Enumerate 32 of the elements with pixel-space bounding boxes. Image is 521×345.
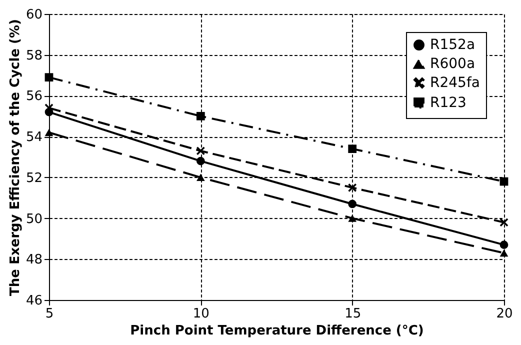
x-axis-title: Pinch Point Temperature Difference (°C) bbox=[130, 324, 424, 338]
y-tick-label: 52 bbox=[26, 170, 42, 186]
x-tick-label: 5 bbox=[45, 306, 54, 322]
legend-label: R152a bbox=[430, 37, 476, 53]
y-tick-label: 60 bbox=[26, 8, 42, 22]
point bbox=[196, 112, 205, 120]
legend-label: R600a bbox=[430, 56, 476, 72]
point bbox=[196, 174, 205, 182]
point bbox=[348, 183, 357, 192]
point bbox=[196, 156, 205, 166]
point bbox=[348, 214, 357, 222]
point bbox=[44, 128, 54, 136]
y-tick-label: 56 bbox=[26, 89, 42, 104]
x-tick-label: 20 bbox=[496, 306, 513, 322]
point bbox=[44, 73, 54, 82]
point bbox=[348, 200, 357, 208]
x-tick-label: 10 bbox=[192, 306, 210, 322]
y-tick-label: 54 bbox=[26, 130, 42, 146]
point bbox=[196, 146, 205, 156]
y-tick-label: 48 bbox=[26, 252, 42, 268]
point bbox=[500, 177, 508, 186]
point bbox=[348, 144, 357, 154]
y-tick-label: 50 bbox=[26, 212, 42, 227]
y-axis-title: The Exergy Efficiency of the Cycle (%) bbox=[8, 19, 23, 296]
x-tick-label: 15 bbox=[344, 306, 362, 322]
y-tick-label: 46 bbox=[26, 294, 42, 308]
legend-label: R245fa bbox=[430, 75, 480, 91]
point bbox=[500, 240, 508, 250]
y-tick-label: 58 bbox=[26, 48, 42, 64]
point bbox=[500, 249, 508, 257]
point bbox=[500, 218, 508, 227]
legend-label: R123 bbox=[430, 95, 466, 111]
